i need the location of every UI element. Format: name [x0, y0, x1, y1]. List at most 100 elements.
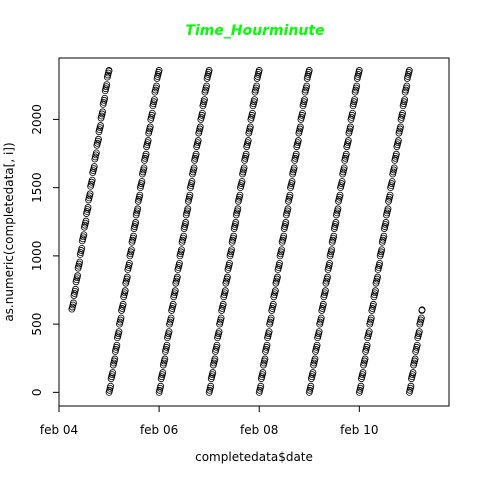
- data-point: [230, 232, 238, 240]
- data-point: [336, 191, 344, 199]
- data-point: [234, 205, 242, 213]
- data-point: [217, 314, 225, 322]
- data-point: [347, 123, 354, 131]
- data-point: [92, 149, 100, 157]
- data-point: [317, 314, 325, 322]
- data-point: [363, 341, 371, 349]
- data-point: [228, 246, 235, 254]
- data-point: [192, 150, 200, 158]
- data-point: [382, 219, 390, 226]
- data-point: [351, 96, 359, 104]
- data-point: [326, 259, 334, 267]
- data-point: [365, 328, 373, 336]
- data-point: [307, 382, 315, 390]
- data-point: [271, 287, 279, 295]
- data-point: [86, 190, 94, 198]
- data-point: [101, 94, 109, 102]
- data-point: [255, 67, 263, 74]
- data-point: [399, 109, 407, 117]
- data-point: [153, 82, 160, 90]
- data-point: [151, 96, 158, 104]
- data-point: [403, 82, 411, 90]
- data-point: [103, 81, 111, 89]
- data-point: [157, 382, 165, 390]
- data-point: [338, 178, 346, 185]
- data-point: [413, 341, 421, 349]
- data-point: [246, 123, 254, 131]
- data-point: [253, 82, 261, 90]
- data-point: [161, 355, 169, 363]
- data-point: [209, 369, 217, 376]
- data-point: [142, 150, 150, 158]
- data-point: [390, 164, 398, 172]
- data-point: [196, 123, 204, 131]
- data-point: [415, 328, 423, 336]
- data-point: [292, 150, 300, 158]
- data-point: [242, 150, 250, 158]
- data-point: [418, 306, 426, 314]
- data-point: [251, 96, 258, 104]
- data-point: [188, 178, 196, 185]
- data-point: [401, 96, 409, 104]
- y-axis: 0 500 1000 1500 2000: [30, 104, 59, 396]
- data-point: [359, 369, 367, 376]
- data-point: [369, 300, 377, 308]
- data-point: [340, 164, 348, 172]
- data-point: [88, 176, 96, 184]
- data-point: [276, 259, 283, 267]
- data-point: [165, 328, 173, 336]
- data-point: [213, 341, 221, 349]
- data-point: [111, 355, 119, 363]
- data-point: [90, 163, 98, 170]
- data-point: [232, 219, 240, 226]
- data-point: [211, 355, 219, 363]
- data-point: [311, 355, 319, 363]
- data-point: [125, 259, 133, 267]
- data-point: [299, 109, 306, 117]
- x-tick-label: feb 04: [40, 423, 78, 437]
- data-point: [238, 178, 246, 185]
- data-point: [176, 259, 183, 267]
- data-point: [278, 246, 286, 254]
- data-point: [244, 137, 252, 144]
- data-point: [80, 231, 88, 239]
- data-point: [182, 219, 190, 226]
- data-point: [395, 137, 402, 144]
- x-tick-label: feb 10: [340, 423, 378, 437]
- data-point: [221, 287, 229, 295]
- data-point: [330, 232, 338, 240]
- data-point: [171, 287, 179, 295]
- x-axis-label: completedata$date: [195, 450, 313, 464]
- data-point: [288, 178, 296, 185]
- data-point: [190, 164, 198, 172]
- data-point: [130, 232, 137, 240]
- data-point: [78, 244, 86, 252]
- data-point: [284, 205, 292, 213]
- x-tick-label: feb 06: [140, 423, 178, 437]
- data-point: [99, 108, 107, 116]
- data-point: [74, 272, 81, 280]
- data-point: [296, 123, 304, 131]
- data-point: [226, 259, 233, 267]
- data-point: [140, 164, 148, 172]
- data-point: [328, 246, 336, 254]
- data-point: [148, 109, 156, 117]
- data-point: [374, 273, 381, 281]
- data-point: [280, 232, 288, 240]
- data-point: [378, 246, 386, 254]
- data-point: [405, 67, 413, 74]
- data-point: [361, 355, 369, 363]
- data-point: [286, 191, 294, 199]
- y-tick-label: 0: [30, 389, 44, 397]
- data-point: [303, 82, 311, 90]
- data-point: [117, 314, 125, 322]
- data-point: [367, 314, 375, 322]
- plot-frame: [58, 57, 450, 407]
- data-point: [178, 246, 185, 254]
- data-point: [240, 164, 248, 172]
- data-point: [113, 341, 121, 349]
- data-point: [353, 82, 361, 90]
- data-point: [203, 82, 210, 90]
- data-point: [290, 164, 298, 172]
